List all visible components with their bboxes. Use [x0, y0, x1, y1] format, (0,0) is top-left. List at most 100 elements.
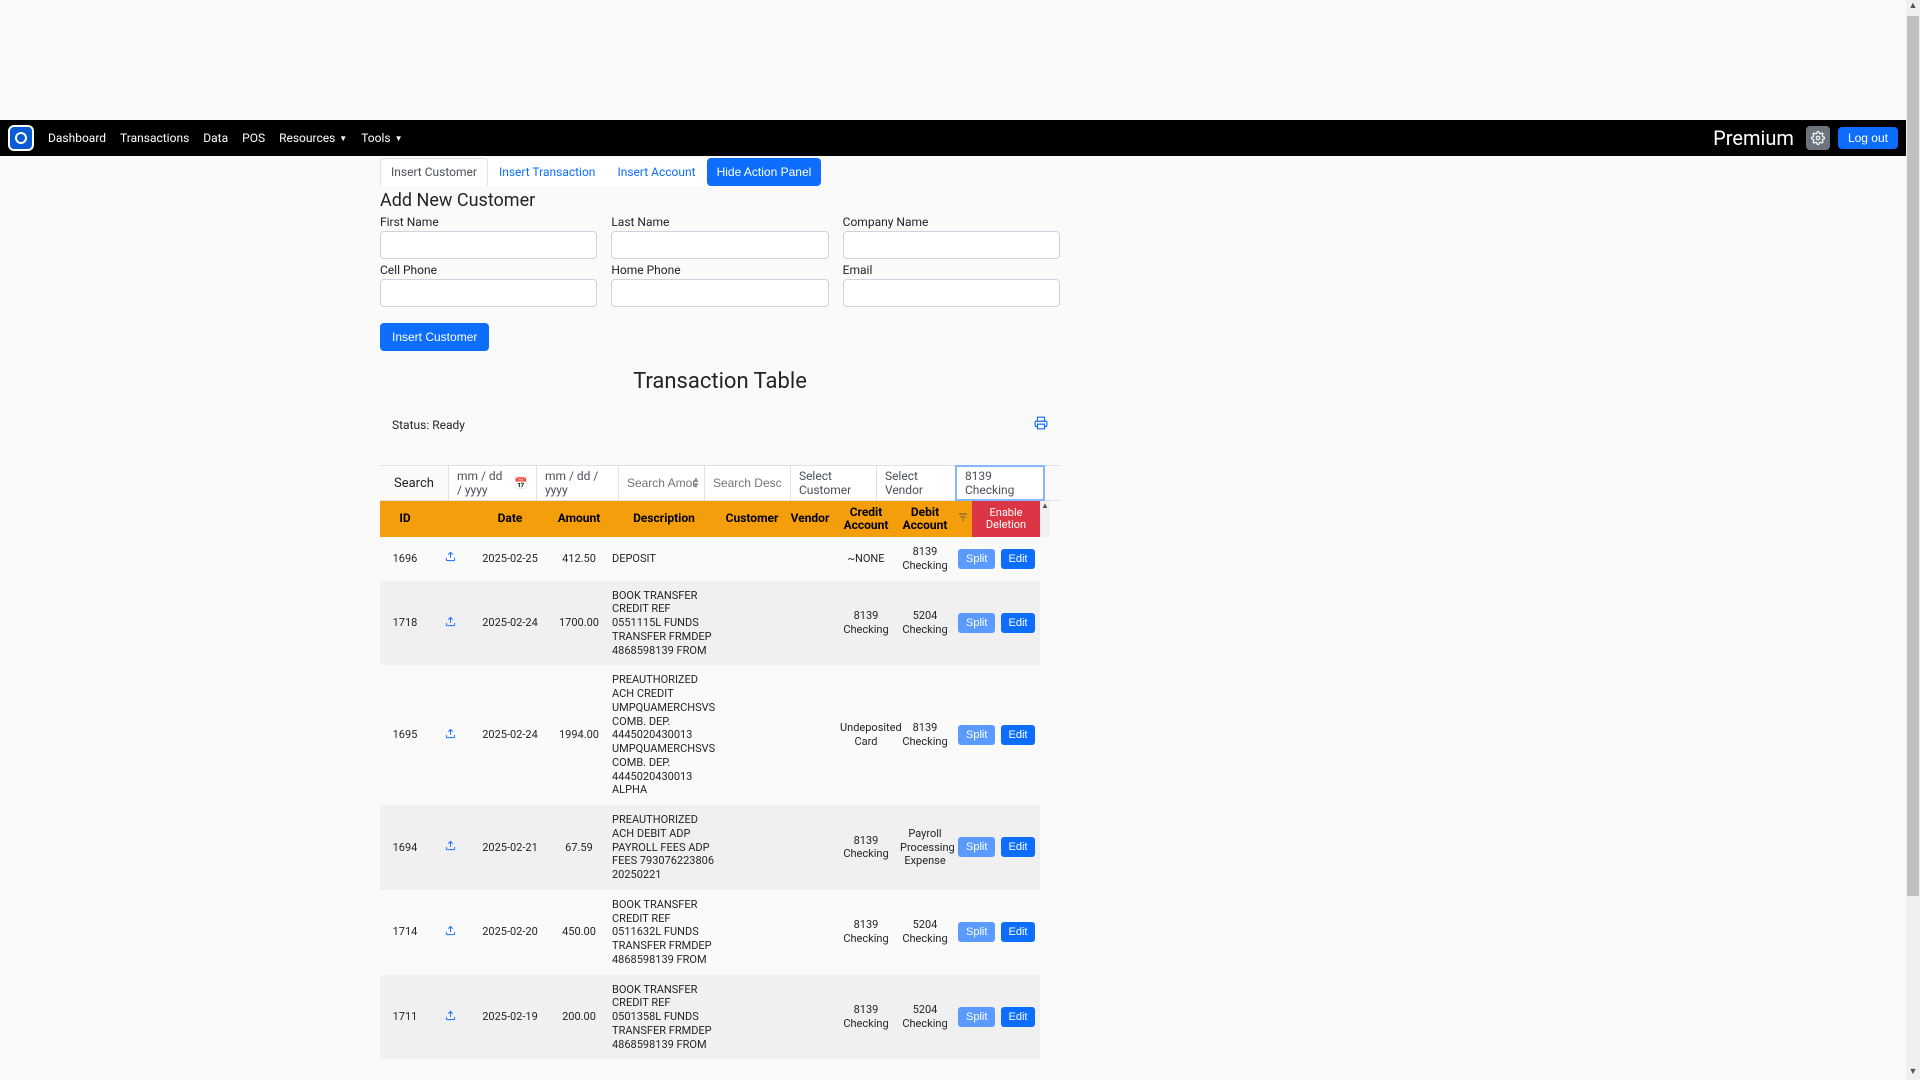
cell-debit-account: 8139 Checking [896, 543, 954, 575]
cell-credit-account: 8139 Checking [836, 832, 896, 864]
search-date-from[interactable]: mm / dd / yyyy 📅 [457, 469, 528, 497]
transaction-table: ID Date Amount Description Customer Vend… [380, 501, 1040, 1059]
email-input[interactable] [843, 279, 1060, 307]
col-credit-account[interactable]: Credit Account [836, 504, 896, 534]
nav-pos[interactable]: POS [242, 131, 265, 145]
cell-debit-account: 5204 Checking [896, 1001, 954, 1033]
col-id[interactable]: ID [380, 510, 430, 527]
split-button[interactable]: Split [958, 837, 995, 857]
upload-button[interactable] [430, 1008, 470, 1027]
split-button[interactable]: Split [958, 1007, 995, 1027]
split-button[interactable]: Split [958, 922, 995, 942]
status-label: Status: Ready [392, 418, 465, 432]
calendar-icon: 📅 [514, 477, 528, 490]
nav-data[interactable]: Data [203, 131, 228, 145]
settings-button[interactable] [1806, 126, 1830, 150]
nav-dashboard[interactable]: Dashboard [48, 131, 106, 145]
edit-button[interactable]: Edit [1001, 837, 1036, 857]
search-customer-select[interactable]: Select Customer [790, 466, 876, 500]
search-amount-input[interactable] [627, 476, 696, 490]
cell-phone-input[interactable] [380, 279, 597, 307]
scroll-thumb[interactable] [1907, 16, 1919, 896]
cell-id: 1695 [380, 726, 430, 744]
top-navbar: Dashboard Transactions Data POS Resource… [0, 120, 1906, 156]
upload-button[interactable] [430, 838, 470, 857]
label-home-phone: Home Phone [611, 263, 828, 277]
cell-description: PREAUTHORIZED ACH DEBIT ADP PAYROLL FEES… [608, 811, 720, 884]
cell-amount: 67.59 [550, 839, 608, 857]
table-scrollbar[interactable]: ▲ [1040, 501, 1050, 537]
label-email: Email [843, 263, 1060, 277]
edit-button[interactable]: Edit [1001, 922, 1036, 942]
cell-debit-account: 5204 Checking [896, 607, 954, 639]
scroll-up-arrow-icon[interactable]: ▲ [1906, 0, 1920, 14]
insert-customer-button[interactable]: Insert Customer [380, 323, 489, 351]
last-name-input[interactable] [611, 231, 828, 259]
nav-resources[interactable]: Resources▼ [279, 131, 347, 145]
cell-date: 2025-02-21 [470, 839, 550, 857]
cell-amount: 1994.00 [550, 726, 608, 744]
upload-button[interactable] [430, 923, 470, 942]
cell-description: PREAUTHORIZED ACH CREDIT UMPQUAMERCHSVS … [608, 671, 720, 799]
nav-tools[interactable]: Tools▼ [361, 131, 402, 145]
print-button[interactable] [1034, 416, 1048, 433]
cell-date: 2025-02-24 [470, 614, 550, 632]
first-name-input[interactable] [380, 231, 597, 259]
gear-icon [1811, 131, 1825, 145]
upload-button[interactable] [430, 614, 470, 633]
col-customer[interactable]: Customer [720, 510, 784, 527]
col-debit-account[interactable]: Debit Account [896, 504, 954, 534]
col-upload [430, 517, 470, 521]
search-date-to[interactable]: mm / dd / yyyy [545, 469, 610, 497]
col-date[interactable]: Date [470, 510, 550, 527]
search-account-select[interactable]: 8139 Checking [956, 466, 1044, 500]
search-vendor-select[interactable]: Select Vendor [876, 466, 956, 500]
edit-button[interactable]: Edit [1001, 613, 1036, 633]
nav-links: Dashboard Transactions Data POS Resource… [48, 131, 403, 145]
split-button[interactable]: Split [958, 725, 995, 745]
action-panel-tabs: Insert Customer Insert Transaction Inser… [380, 158, 1060, 186]
enable-deletion-button[interactable]: Enable Deletion [972, 501, 1040, 537]
col-amount[interactable]: Amount [550, 510, 608, 527]
cell-customer [720, 930, 784, 934]
edit-button[interactable]: Edit [1001, 725, 1036, 745]
col-description[interactable]: Description [608, 510, 720, 527]
edit-button[interactable]: Edit [1001, 1007, 1036, 1027]
tab-insert-transaction[interactable]: Insert Transaction [488, 158, 607, 186]
nav-transactions[interactable]: Transactions [120, 131, 189, 145]
cell-description: BOOK TRANSFER CREDIT REF 0511632L FUNDS … [608, 896, 720, 969]
cell-id: 1696 [380, 550, 430, 568]
filter-button[interactable] [954, 509, 972, 528]
split-button[interactable]: Split [958, 613, 995, 633]
app-logo[interactable] [8, 125, 34, 151]
number-spinner-icon[interactable]: ▲▼ [692, 477, 700, 489]
scroll-down-arrow-icon[interactable]: ▼ [1906, 1066, 1920, 1080]
upload-button[interactable] [430, 549, 470, 568]
cell-vendor [784, 557, 836, 561]
logout-button[interactable]: Log out [1838, 127, 1898, 149]
scroll-up-arrow-icon[interactable]: ▲ [1040, 501, 1050, 513]
cell-credit-account: ~NONE [836, 550, 896, 568]
cell-vendor [784, 1015, 836, 1019]
col-vendor[interactable]: Vendor [784, 510, 836, 527]
cell-id: 1718 [380, 614, 430, 632]
search-filter-row: Search mm / dd / yyyy 📅 mm / dd / yyyy ▲… [380, 465, 1060, 501]
hide-action-panel-button[interactable]: Hide Action Panel [707, 158, 822, 186]
browser-scrollbar[interactable]: ▲ ▼ [1906, 0, 1920, 1080]
company-name-input[interactable] [843, 231, 1060, 259]
cell-customer [720, 557, 784, 561]
filter-icon [957, 511, 969, 523]
cell-debit-account: Payroll Processing Expense [896, 825, 954, 870]
home-phone-input[interactable] [611, 279, 828, 307]
table-row: 17182025-02-241700.00BOOK TRANSFER CREDI… [380, 581, 1040, 666]
cell-date: 2025-02-19 [470, 1008, 550, 1026]
tab-insert-customer[interactable]: Insert Customer [380, 158, 488, 186]
upload-button[interactable] [430, 726, 470, 745]
tab-insert-account[interactable]: Insert Account [606, 158, 706, 186]
cell-customer [720, 621, 784, 625]
search-description-input[interactable] [713, 476, 782, 490]
cell-vendor [784, 733, 836, 737]
cell-vendor [784, 930, 836, 934]
edit-button[interactable]: Edit [1001, 549, 1036, 569]
split-button[interactable]: Split [958, 549, 995, 569]
